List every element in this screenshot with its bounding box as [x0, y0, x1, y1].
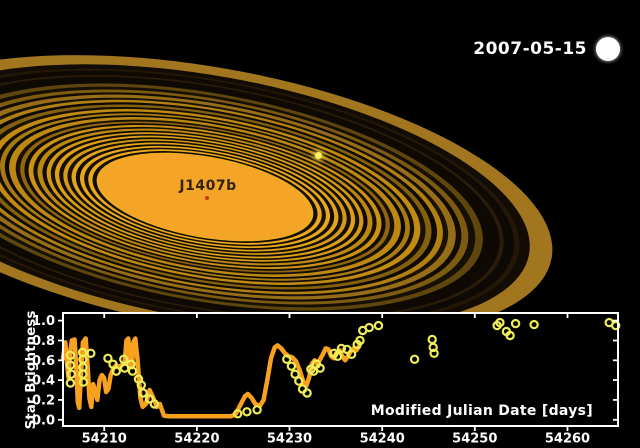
x-axis-label: Modified Julian Date [days]	[370, 403, 593, 419]
svg-text:0.6: 0.6	[32, 354, 55, 369]
y-axis-label: Star Brightness	[23, 310, 39, 430]
svg-text:54240: 54240	[360, 432, 405, 447]
planet-label: J1407b	[179, 178, 237, 194]
svg-text:54220: 54220	[174, 432, 219, 447]
svg-text:0.8: 0.8	[32, 334, 55, 349]
planet-dot	[205, 196, 209, 200]
svg-text:1.0: 1.0	[32, 314, 55, 329]
star-icon	[596, 37, 620, 61]
transiting-star-dot	[314, 151, 322, 159]
svg-text:0.4: 0.4	[32, 374, 55, 389]
svg-text:0.0: 0.0	[32, 413, 55, 428]
svg-text:54230: 54230	[267, 432, 312, 447]
svg-text:54260: 54260	[545, 432, 590, 447]
svg-text:54210: 54210	[82, 432, 127, 447]
svg-text:54250: 54250	[452, 432, 497, 447]
date-label: 2007-05-15	[473, 39, 587, 59]
date-display: 2007-05-15	[473, 37, 620, 61]
svg-text:0.2: 0.2	[32, 393, 55, 408]
